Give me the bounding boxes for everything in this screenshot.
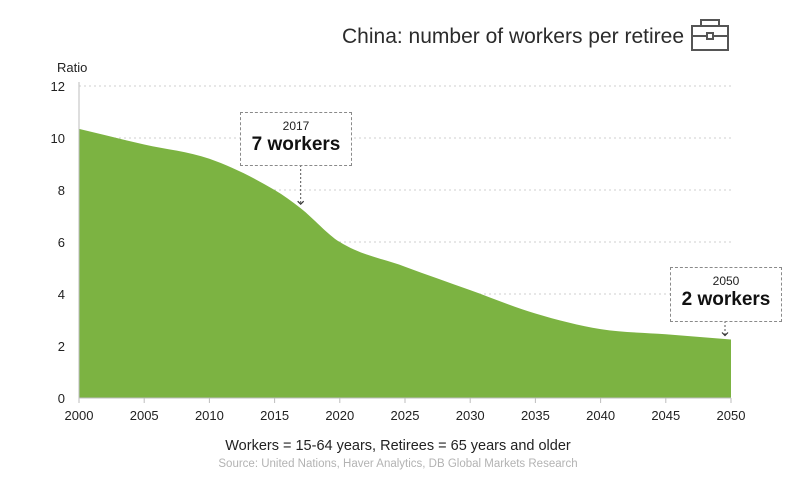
y-tick-label: 8 bbox=[58, 183, 65, 198]
x-tick-label: 2015 bbox=[260, 408, 289, 423]
callout-2050-year: 2050 bbox=[712, 274, 740, 288]
y-tick-labels: 0 2 4 6 8 10 12 bbox=[51, 79, 65, 406]
chart-caption: Workers = 15-64 years, Retirees = 65 yea… bbox=[225, 438, 571, 454]
x-tick-label: 2045 bbox=[651, 408, 680, 423]
chart-source: Source: United Nations, Haver Analytics,… bbox=[218, 458, 578, 470]
x-tick-labels: 2000 2005 2010 2015 2020 2025 2030 2035 2040 2045… bbox=[65, 398, 746, 423]
y-tick-label: 4 bbox=[58, 287, 65, 302]
x-tick-label: 2050 bbox=[717, 408, 746, 423]
x-tick-label: 2030 bbox=[456, 408, 485, 423]
x-tick-label: 2000 bbox=[65, 408, 94, 423]
callout-2017-year: 2017 bbox=[282, 119, 310, 133]
y-tick-label: 0 bbox=[58, 391, 65, 406]
chart-title: China: number of workers per retiree bbox=[342, 25, 684, 48]
y-axis-label: Ratio bbox=[57, 60, 87, 75]
callout-2017: 2017 7 workers bbox=[240, 112, 352, 166]
area-series bbox=[79, 128, 731, 398]
x-tick-label: 2035 bbox=[521, 408, 550, 423]
callout-leaders bbox=[297, 165, 729, 337]
y-tick-label: 12 bbox=[51, 79, 65, 94]
leader-2050-arrow bbox=[721, 332, 729, 337]
x-tick-label: 2040 bbox=[586, 408, 615, 423]
callout-2017-value: 7 workers bbox=[251, 134, 341, 155]
leader-2017-arrow bbox=[297, 200, 305, 206]
x-tick-label: 2005 bbox=[130, 408, 159, 423]
y-tick-label: 6 bbox=[58, 235, 65, 250]
callout-2050: 2050 2 workers bbox=[670, 267, 782, 322]
briefcase-icon bbox=[691, 19, 729, 51]
callout-2050-value: 2 workers bbox=[681, 289, 771, 310]
x-tick-label: 2020 bbox=[325, 408, 354, 423]
y-tick-label: 10 bbox=[51, 131, 65, 146]
y-tick-label: 2 bbox=[58, 339, 65, 354]
x-tick-label: 2010 bbox=[195, 408, 224, 423]
x-tick-label: 2025 bbox=[391, 408, 420, 423]
